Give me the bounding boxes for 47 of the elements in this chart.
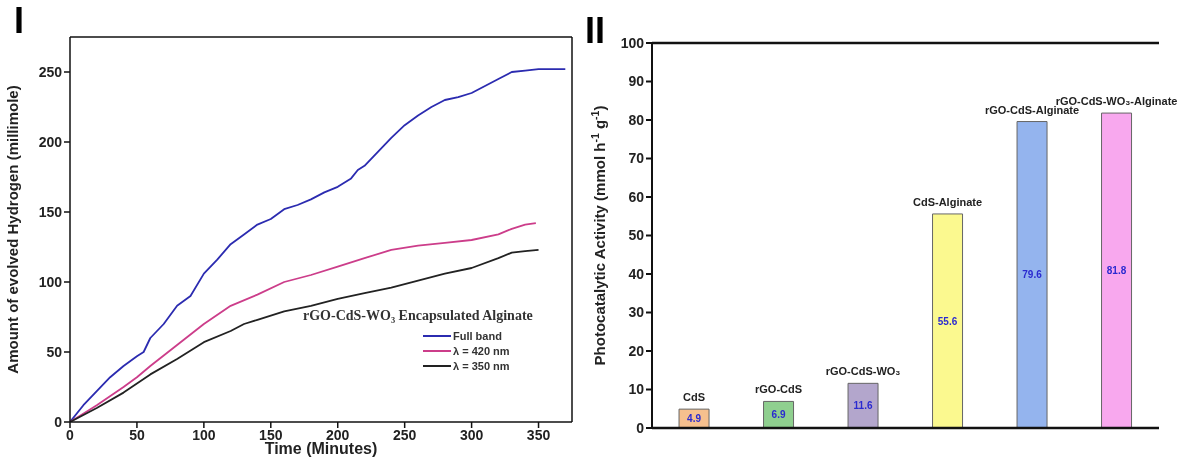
- y-tick-label: 30: [628, 304, 645, 321]
- chart-title: II: [585, 10, 606, 52]
- y-axis-title: Amount of evolved Hydrogen (millimole): [4, 85, 21, 374]
- x-tick-label: 350: [526, 426, 551, 443]
- legend-label: λ = 350 nm: [453, 359, 510, 372]
- data-label: 6.9: [771, 409, 786, 421]
- legend-title: rGO-CdS-WO₃ Encapsulated Alginate: [303, 308, 533, 324]
- chart-title: I: [14, 0, 25, 42]
- y-tick-label: 20: [628, 342, 645, 359]
- data-label: 11.6: [853, 400, 873, 412]
- data-label: 79.6: [1022, 269, 1043, 281]
- y-tick-label: 10: [628, 381, 645, 398]
- y-tick-label: 90: [628, 73, 645, 90]
- y-tick-label: 70: [628, 150, 645, 167]
- y-tick-label: 100: [620, 34, 645, 51]
- x-tick-label: 150: [259, 426, 283, 443]
- x-tick-label: CdS-Alginate: [913, 195, 983, 208]
- bar: [847, 382, 879, 428]
- x-tick-label: 300: [459, 426, 484, 443]
- x-tick-label: CdS: [683, 391, 706, 404]
- x-tick-label: 100: [192, 426, 216, 443]
- x-tick-label: 50: [129, 426, 145, 443]
- x-tick-label: 0: [66, 426, 75, 443]
- x-tick-label: rGO-CdS: [755, 383, 803, 396]
- y-tick-label: 250: [38, 63, 63, 80]
- bar: [932, 213, 964, 428]
- data-label: 4.9: [687, 413, 702, 425]
- x-tick-label: 250: [392, 426, 417, 443]
- x-axis-title: Time (Minutes): [264, 440, 378, 457]
- y-tick-label: 0: [54, 413, 63, 430]
- y-tick-label: 40: [628, 265, 645, 282]
- y-tick-label: 100: [38, 273, 63, 290]
- line-series: [70, 68, 567, 422]
- y-tick-label: 50: [46, 343, 63, 360]
- bar: [1016, 121, 1048, 428]
- y-tick-label: 60: [628, 188, 645, 205]
- y-tick-label: 150: [38, 203, 63, 220]
- bar: [1101, 112, 1133, 428]
- legend-label: λ = 420 nm: [453, 344, 510, 357]
- x-tick-label: 200: [326, 426, 350, 443]
- y-tick-label: 50: [628, 227, 645, 244]
- y-tick-label: 80: [628, 111, 645, 128]
- data-label: 55.6: [937, 315, 958, 327]
- y-tick-label: 200: [38, 133, 63, 150]
- legend-label: Full band: [453, 329, 502, 342]
- data-label: 81.8: [1106, 265, 1127, 277]
- x-tick-label: rGO-CdS-WO₃: [825, 365, 901, 378]
